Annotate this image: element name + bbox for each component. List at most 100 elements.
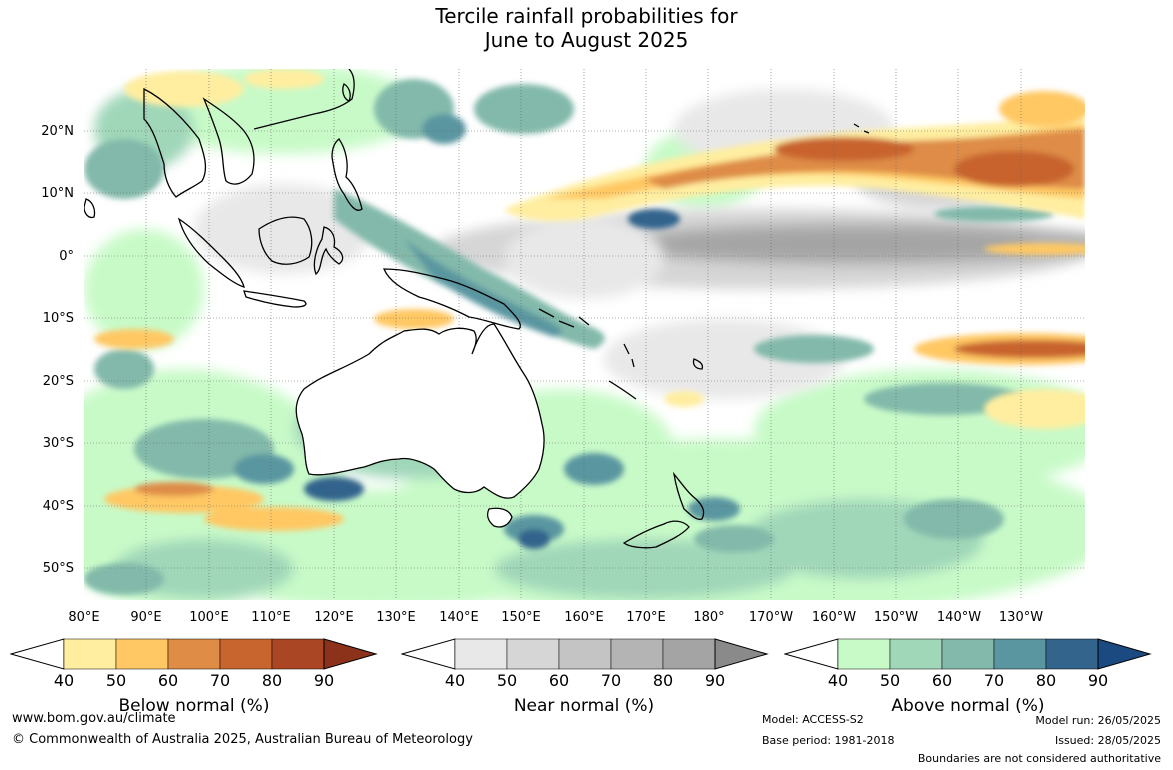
lat-label-40s: 40°S xyxy=(42,499,74,514)
colorbar-below-swatches xyxy=(63,638,325,670)
lon-label-80e: 80°E xyxy=(68,610,100,625)
lon-label-140e: 140°E xyxy=(439,610,479,625)
above-tick-40: 40 xyxy=(827,671,849,690)
colorbar-above-normal xyxy=(784,638,1152,670)
colorbar-near-normal xyxy=(401,638,769,670)
colorbar-above-extend-low xyxy=(784,638,839,670)
colorbar-near-extend-high xyxy=(714,638,769,670)
above-tick-90: 90 xyxy=(1087,671,1109,690)
coast-sri-lanka xyxy=(84,198,96,219)
coast-taiwan xyxy=(342,83,351,102)
colorbar-below-swatch-40 xyxy=(63,638,117,670)
model-text: Model: ACCESS-S2 xyxy=(762,713,864,726)
lon-label-170e: 170°E xyxy=(626,610,666,625)
colorbar-below-swatch-50 xyxy=(115,638,169,670)
coast-sumatra xyxy=(177,217,245,288)
near-tick-50: 50 xyxy=(496,671,518,690)
lon-label-130w: 130°W xyxy=(998,610,1044,625)
coast-philippines xyxy=(331,138,363,211)
coast-indochina xyxy=(143,87,207,198)
colorbar-below-swatch-80 xyxy=(271,638,325,670)
colorbar-above-swatch-40 xyxy=(837,638,891,670)
title-line-1: Tercile rainfall probabilities for xyxy=(435,4,738,28)
coast-borneo xyxy=(258,216,313,265)
below-tick-80: 80 xyxy=(261,671,283,690)
colorbar-near-swatch-80 xyxy=(662,638,716,670)
below-tick-60: 60 xyxy=(157,671,179,690)
coast-sulawesi xyxy=(313,226,344,276)
coast-australia xyxy=(295,323,545,499)
issued-text: Issued: 28/05/2025 xyxy=(1054,734,1161,747)
title-line-2: June to August 2025 xyxy=(484,28,689,52)
lat-label-30s: 30°S xyxy=(42,436,74,451)
lon-label-160w: 160°W xyxy=(811,610,857,625)
lon-label-140w: 140°W xyxy=(936,610,982,625)
coast-solomon-islands xyxy=(538,308,590,328)
lon-label-100e: 100°E xyxy=(189,610,229,625)
lat-label-10s: 10°S xyxy=(42,311,74,326)
colorbar-near-swatch-50 xyxy=(506,638,560,670)
above-normal-strong xyxy=(84,79,1054,595)
near-tick-90: 90 xyxy=(704,671,726,690)
lon-label-150w: 150°W xyxy=(873,610,919,625)
near-normal-label: Near normal (%) xyxy=(513,696,655,716)
graticule xyxy=(84,69,1085,600)
copyright-text: © Commonwealth of Australia 2025, Austra… xyxy=(12,732,473,747)
colorbar-below-swatch-60 xyxy=(167,638,221,670)
colorbar-near-swatch-40 xyxy=(454,638,508,670)
colorbar-near-swatches xyxy=(454,638,716,670)
coast-nz-south xyxy=(622,520,690,549)
lat-label-10n: 10°N xyxy=(41,186,74,201)
above-tick-50: 50 xyxy=(879,671,901,690)
coast-java xyxy=(243,290,307,308)
model-run-text: Model run: 26/05/2025 xyxy=(1035,714,1161,727)
base-period-text: Base period: 1981-2018 xyxy=(762,734,895,747)
lat-label-0: 0° xyxy=(59,249,74,264)
above-tick-60: 60 xyxy=(931,671,953,690)
colorbar-near-swatch-70 xyxy=(610,638,664,670)
lat-label-50s: 50°S xyxy=(42,561,74,576)
chart-title: Tercile rainfall probabilities for June … xyxy=(0,4,1173,52)
below-tick-50: 50 xyxy=(105,671,127,690)
coast-tasmania xyxy=(487,507,513,528)
website-link[interactable]: www.bom.gov.au/climate xyxy=(12,711,176,726)
coast-china-south xyxy=(253,69,355,130)
above-tick-80: 80 xyxy=(1035,671,1057,690)
colorbar-above-swatch-50 xyxy=(889,638,943,670)
coastlines xyxy=(84,69,870,549)
coast-hawaii xyxy=(853,123,870,134)
above-tick-70: 70 xyxy=(983,671,1005,690)
above-normal-label: Above normal (%) xyxy=(891,696,1045,716)
near-tick-40: 40 xyxy=(444,671,466,690)
coast-new-guinea xyxy=(383,268,521,330)
lon-label-90e: 90°E xyxy=(130,610,162,625)
coast-nz-north xyxy=(672,471,705,520)
below-tick-90: 90 xyxy=(313,671,335,690)
colorbar-below-extend-high xyxy=(323,638,378,670)
lon-label-130e: 130°E xyxy=(376,610,416,625)
lon-label-110e: 110°E xyxy=(251,610,291,625)
near-tick-60: 60 xyxy=(548,671,570,690)
lat-label-20s: 20°S xyxy=(42,374,74,389)
colorbar-above-swatch-80 xyxy=(1045,638,1099,670)
below-tick-70: 70 xyxy=(209,671,231,690)
colorbar-near-swatch-60 xyxy=(558,638,612,670)
colorbar-near-extend-low xyxy=(401,638,456,670)
lon-label-120e: 120°E xyxy=(314,610,354,625)
near-normal-field xyxy=(194,89,1085,399)
colorbar-above-swatch-70 xyxy=(993,638,1047,670)
coast-vanuatu xyxy=(623,343,635,368)
below-normal-label: Below normal (%) xyxy=(118,696,270,716)
colorbar-below-swatch-70 xyxy=(219,638,273,670)
coast-new-caledonia xyxy=(608,380,637,400)
disclaimer-text: Boundaries are not considered authoritat… xyxy=(917,752,1161,765)
lat-label-20n: 20°N xyxy=(41,124,74,139)
colorbar-above-swatch-60 xyxy=(941,638,995,670)
coast-vietnam xyxy=(202,97,255,185)
colorbar-above-swatches xyxy=(837,638,1099,670)
colorbar-below-extend-low xyxy=(10,638,65,670)
lon-label-180: 180° xyxy=(693,610,725,625)
below-tick-40: 40 xyxy=(53,671,75,690)
colorbar-below-normal xyxy=(10,638,378,670)
colorbar-above-extend-high xyxy=(1097,638,1152,670)
